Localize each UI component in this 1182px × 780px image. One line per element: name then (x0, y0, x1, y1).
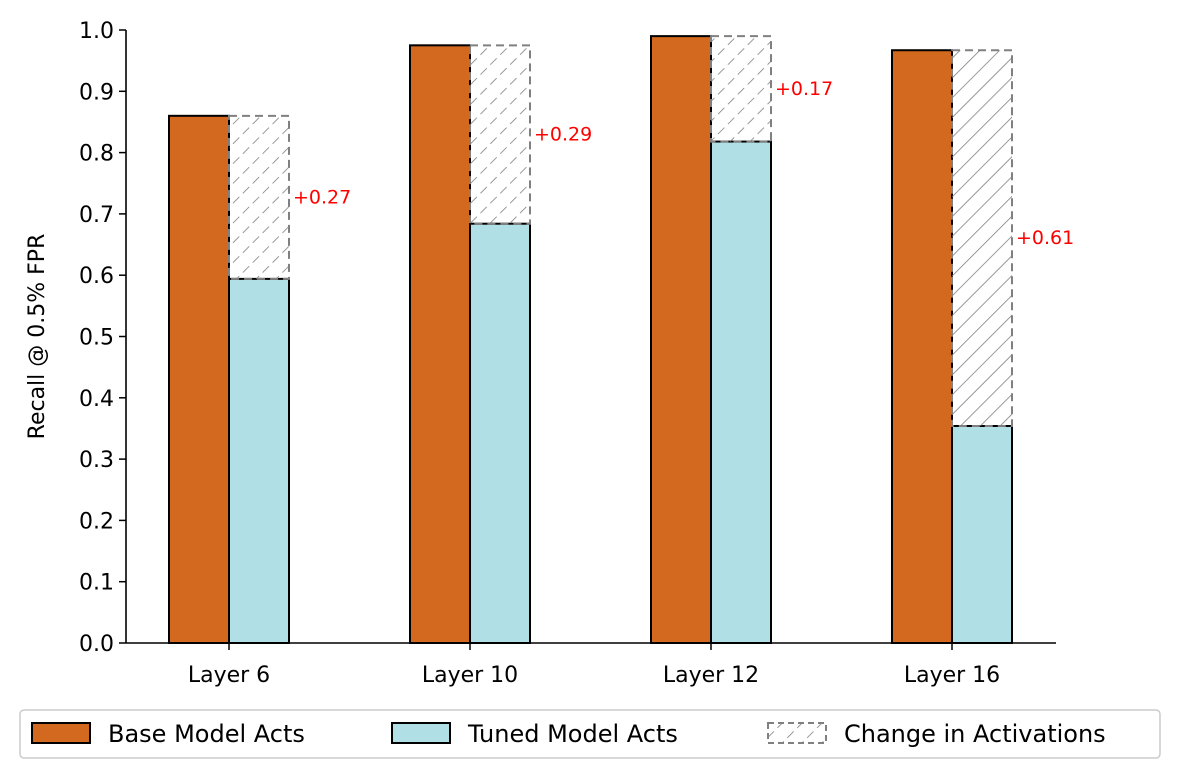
legend-swatch-tuned (391, 722, 451, 744)
bar-tuned-2 (469, 222, 531, 644)
bar-base-1 (168, 114, 230, 644)
bar-change-3 (710, 35, 772, 143)
x-tick-label-1: Layer 6 (188, 663, 270, 688)
bar-change-1 (228, 114, 290, 280)
y-tick-label-3: 0.3 (79, 448, 114, 473)
y-tick-label-0: 0.0 (79, 632, 114, 657)
bar-tuned-1 (228, 277, 290, 644)
x-tick-label-4: Layer 16 (904, 663, 1000, 688)
y-tick-label-1: 0.1 (79, 571, 114, 596)
change-label-2: +0.29 (534, 124, 592, 146)
y-tick-label-7: 0.7 (79, 203, 114, 228)
plot-area: +0.27 Layer 6 +0.29 Layer 10 +0.17 Layer 12 +0… (25, 19, 1074, 688)
y-tick-label-9: 0.9 (79, 80, 114, 105)
y-axis-title: Recall @ 0.5% FPR (25, 234, 50, 440)
y-tick-label-10: 1.0 (79, 19, 114, 44)
y-tick-label-5: 0.5 (79, 326, 114, 351)
y-tick-label-2: 0.2 (79, 509, 114, 534)
legend-label-tuned: Tuned Model Acts (467, 720, 678, 748)
legend-frame (19, 709, 1161, 759)
bar-base-4 (891, 49, 953, 644)
y-tick-label-6: 0.6 (79, 264, 114, 289)
legend-label-change: Change in Activations (844, 720, 1106, 748)
bar-base-2 (409, 44, 471, 644)
x-tick-label-2: Layer 10 (422, 663, 518, 688)
legend-swatch-change (767, 722, 827, 744)
change-label-1: +0.27 (293, 186, 351, 208)
bar-change-2 (469, 44, 531, 225)
bar-tuned-3 (710, 140, 772, 644)
change-label-4: +0.61 (1016, 227, 1074, 249)
legend-swatch-base (31, 722, 91, 744)
y-tick-label-4: 0.4 (79, 387, 114, 412)
x-tick-label-3: Layer 12 (663, 663, 759, 688)
legend-label-base: Base Model Acts (108, 720, 305, 748)
y-tick-label-8: 0.8 (79, 142, 114, 167)
bar-change-4 (951, 49, 1013, 427)
bar-tuned-4 (951, 424, 1013, 644)
bar-base-3 (650, 35, 712, 644)
legend: Base Model Acts Tuned Model Acts Change in… (19, 709, 1161, 759)
change-label-3: +0.17 (775, 78, 833, 100)
